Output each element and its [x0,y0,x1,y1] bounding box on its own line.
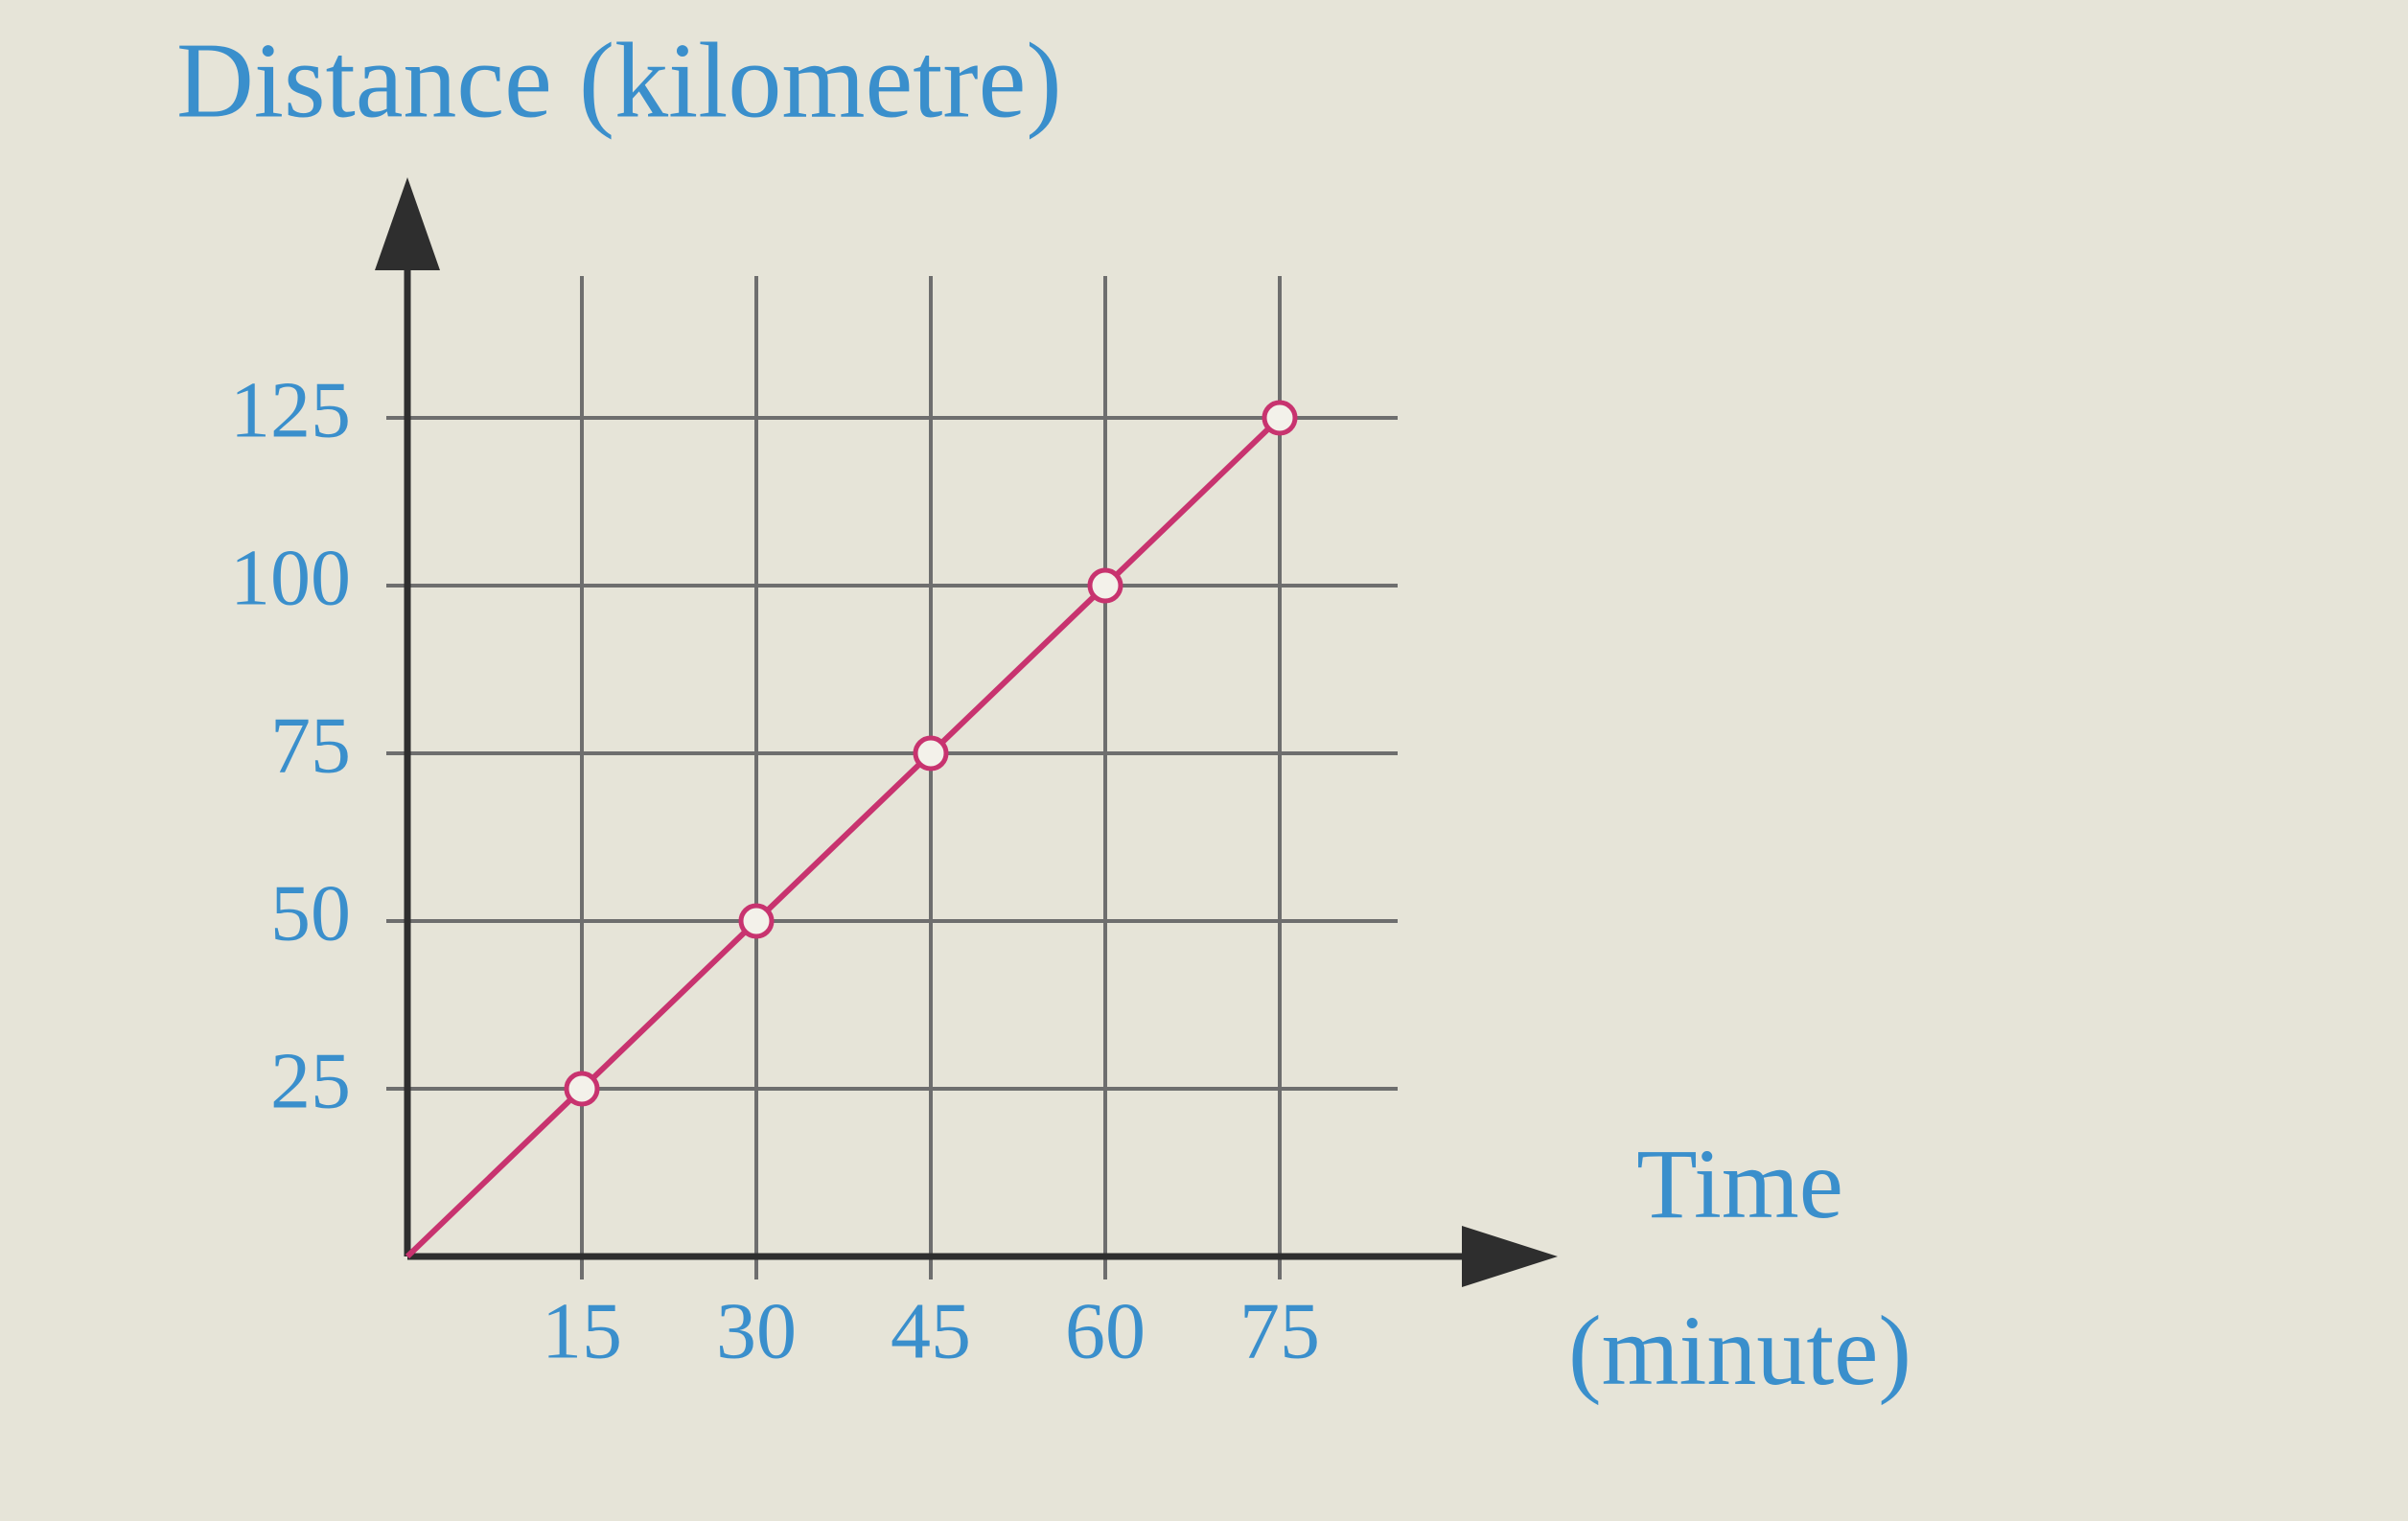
x-axis-unit: (minute) [1568,1296,1911,1406]
data-line [405,415,1283,1259]
data-point [913,735,949,772]
chart-title: Distance (kilometre) [176,22,1062,141]
y-tick-label: 125 [230,365,351,454]
x-tick-label: 15 [542,1286,622,1375]
data-point [738,903,775,939]
y-tick-label: 25 [270,1036,351,1125]
data-point [564,1071,600,1107]
data-point [1262,400,1298,436]
y-tick-label: 75 [270,701,351,790]
x-axis-label: Time [1636,1129,1843,1239]
data-point [1087,567,1123,604]
x-tick-label: 75 [1239,1286,1320,1375]
y-tick-label: 50 [270,868,351,957]
x-tick-label: 30 [716,1286,797,1375]
y-tick-label: 100 [230,533,351,622]
y-axis-arrow [375,177,440,270]
plot-area: 15 30 45 60 75 25 50 75 100 125 [230,177,1558,1375]
x-axis-arrow [1462,1226,1558,1287]
x-tick-label: 45 [891,1286,971,1375]
x-tick-label: 60 [1065,1286,1146,1375]
